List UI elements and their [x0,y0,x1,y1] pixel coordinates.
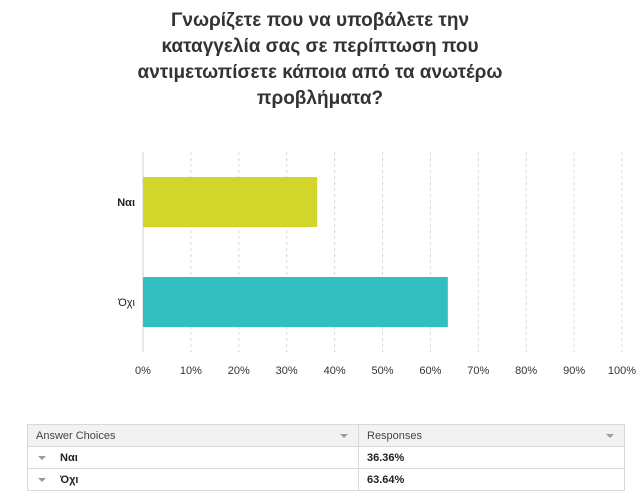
x-tick-label: 30% [276,365,298,377]
expand-caret-icon[interactable] [38,477,46,482]
y-tick-label: Όχι [117,297,135,309]
x-tick-label: 80% [515,365,537,377]
chart-title: Γνωρίζετε που να υποβάλετε την καταγγελί… [100,8,540,112]
x-tick-label: 90% [563,365,585,377]
x-tick-label: 0% [135,365,151,377]
table-row: Όχι 63.64% [27,468,625,491]
response-cell: 36.36% [358,446,625,469]
choice-cell: Όχι [27,468,359,491]
choice-label: Όχι [60,473,79,486]
title-line: Γνωρίζετε που να υποβάλετε την [170,10,470,31]
title-line: προβλήματα? [256,88,384,109]
table-header-row: Answer Choices Responses [27,424,625,447]
x-tick-label: 10% [180,365,202,377]
sort-dropdown-icon[interactable] [606,434,614,438]
x-tick-label: 50% [371,365,393,377]
choice-cell: Ναι [27,446,359,469]
x-tick-label: 40% [324,365,346,377]
bar [143,277,448,327]
response-cell: 63.64% [358,468,625,491]
header-answer-choices-label: Answer Choices [36,429,116,442]
title-line: καταγγελία σας σε περίπτωση που [161,36,479,57]
x-tick-label: 20% [228,365,250,377]
title-line: αντιμετωπίσετε κάποια από τα ανωτέρω [137,62,503,83]
x-tick-label: 60% [419,365,441,377]
x-tick-label: 100% [608,365,636,377]
header-responses[interactable]: Responses [358,424,625,447]
bar-chart: 0% 10% 20% 30% 40% 50% 60% 70% 80% 90% 100% Ναι Όχι [117,152,636,377]
x-tick-label: 70% [467,365,489,377]
sort-dropdown-icon[interactable] [340,434,348,438]
expand-caret-icon[interactable] [38,455,46,460]
table-row: Ναι 36.36% [27,446,625,469]
responses-table: Answer Choices Responses Ναι 36.36% Όχι … [27,424,625,491]
y-tick-label: Ναι [117,197,135,209]
header-responses-label: Responses [367,429,423,442]
bar [143,177,318,227]
header-answer-choices[interactable]: Answer Choices [27,424,359,447]
choice-label: Ναι [60,451,78,464]
